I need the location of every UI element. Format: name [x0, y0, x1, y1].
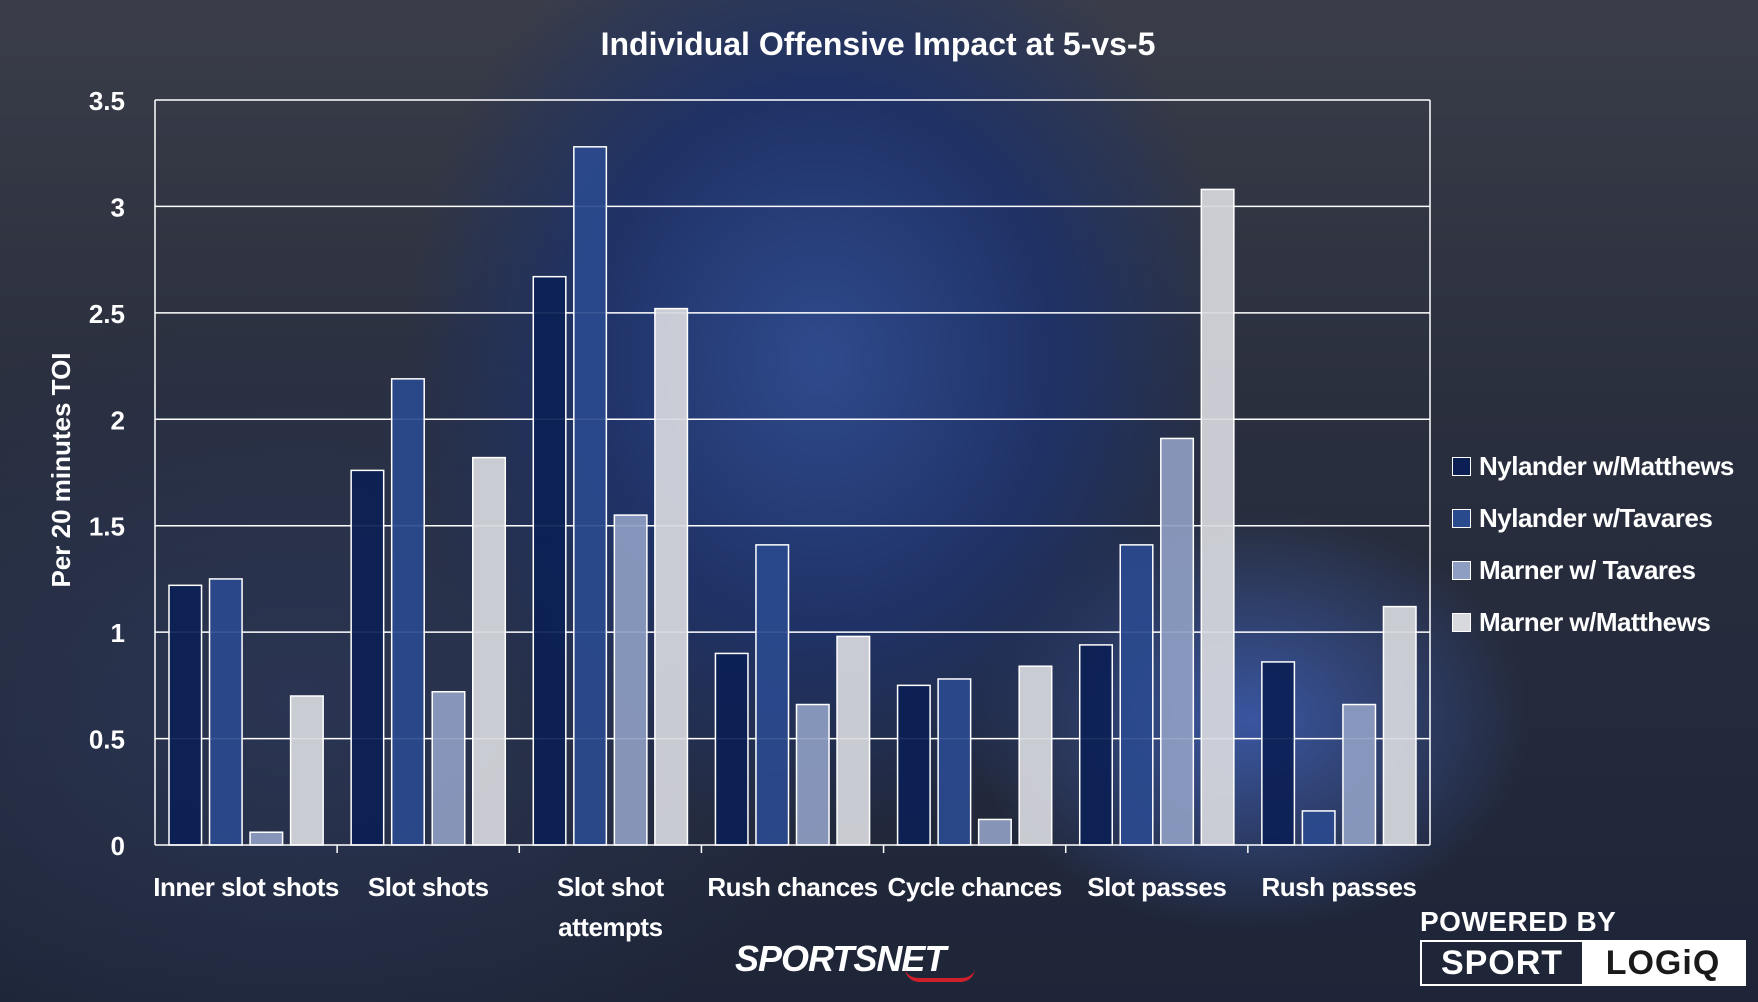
x-tick-label: Slot shots [368, 872, 489, 902]
x-tick-label: Rush chances [707, 872, 877, 902]
legend-item: Marner w/Matthews [1452, 596, 1734, 648]
legend-swatch [1452, 456, 1471, 476]
bar [390, 378, 425, 846]
x-tick-label: Rush passes [1261, 872, 1416, 902]
powered-by-label: POWERED BY [1420, 906, 1617, 937]
bar [289, 695, 324, 846]
bar [208, 578, 243, 846]
bar [613, 514, 648, 846]
bar [1018, 665, 1053, 846]
bar [249, 831, 284, 846]
x-tick-label: Cycle chances [888, 872, 1062, 902]
x-tick-labels: Inner slot shots Slot shots Slot shot attem… [153, 872, 1417, 942]
legend-label: Marner w/Matthews [1479, 606, 1711, 637]
y-tick-label: 2 [111, 405, 125, 435]
x-tick-label: attempts [558, 912, 662, 942]
bar [714, 652, 749, 846]
bar [532, 275, 567, 846]
sportlogiq-logo-right: LOGiQ [1582, 942, 1744, 984]
bar [350, 469, 385, 846]
legend-swatch [1452, 612, 1471, 632]
legend-swatch [1452, 508, 1471, 528]
legend-label: Marner w/ Tavares [1479, 554, 1696, 585]
y-tick-label: 1 [111, 618, 125, 648]
x-tick-label: Slot passes [1087, 872, 1226, 902]
chart-title: Individual Offensive Impact at 5-vs-5 [601, 26, 1156, 62]
axes [154, 100, 1431, 853]
bar [573, 146, 608, 846]
sportlogiq-logo: SPORT LOGiQ [1420, 940, 1746, 986]
bar [1342, 703, 1377, 846]
x-tick-label: Inner slot shots [153, 872, 339, 902]
legend-label: Nylander w/Matthews [1479, 450, 1734, 481]
y-tick-labels: 0 0.5 1 1.5 2 2.5 3 3.5 [89, 86, 125, 861]
bar [1261, 661, 1296, 846]
bar [977, 818, 1012, 846]
x-tick-label: Slot shot [557, 872, 665, 902]
bar [795, 703, 830, 846]
y-tick-label: 2.5 [89, 299, 125, 329]
sportsnet-swoosh-icon [905, 968, 975, 982]
bar [937, 678, 972, 846]
legend: Nylander w/Matthews Nylander w/Tavares Mar… [1452, 440, 1734, 648]
y-tick-label: 0.5 [89, 725, 125, 755]
legend-item: Marner w/ Tavares [1452, 544, 1734, 596]
bar [1119, 544, 1154, 846]
legend-label: Nylander w/Tavares [1479, 502, 1713, 533]
bar [431, 690, 466, 846]
bar [168, 584, 203, 846]
bar [836, 635, 871, 846]
y-tick-label: 0 [111, 831, 125, 861]
legend-swatch [1452, 560, 1471, 580]
y-axis-label: Per 20 minutes TOI [46, 352, 76, 587]
sportlogiq-logo-left: SPORT [1440, 943, 1564, 982]
bar [896, 684, 931, 846]
bar [1078, 644, 1113, 846]
y-tick-label: 3.5 [89, 86, 125, 116]
bar [1301, 810, 1336, 846]
bars [168, 146, 1417, 846]
bar [755, 544, 790, 846]
bar [1160, 437, 1195, 846]
bar [1200, 188, 1235, 846]
bar [654, 307, 689, 846]
legend-item: Nylander w/Tavares [1452, 492, 1734, 544]
gridlines [155, 99, 1430, 740]
bar [1382, 605, 1417, 846]
y-tick-label: 1.5 [89, 512, 125, 542]
bar [472, 456, 507, 846]
legend-item: Nylander w/Matthews [1452, 440, 1734, 492]
y-tick-label: 3 [111, 192, 125, 222]
